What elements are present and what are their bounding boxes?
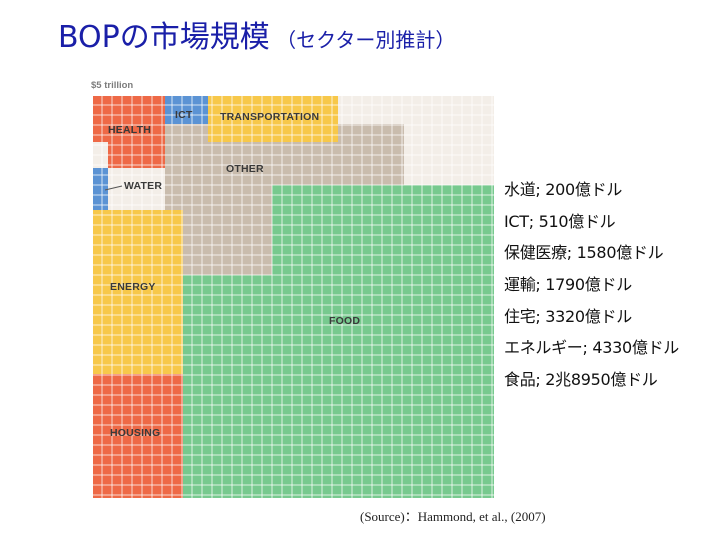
title-main: BOPの市場規模 [58, 20, 270, 55]
legend-item-energy: エネルギー; 4330億ドル [504, 338, 679, 358]
label-other: OTHER [226, 163, 264, 175]
source-note: (Source)：Hammond, et al., (2007) [360, 509, 546, 524]
label-housing: HOUSING [110, 427, 160, 439]
legend-item-water: 水道; 200億ドル [504, 180, 623, 199]
tile-water [93, 168, 108, 210]
label-health: HEALTH [108, 124, 151, 136]
grid-lines [93, 96, 494, 498]
title-sub: （セクター別推計） [269, 28, 456, 52]
label-ict: ICT [175, 109, 193, 121]
legend-item-health: 保健医療; 1580億ドル [504, 243, 664, 263]
tile-energy [93, 210, 183, 374]
tile-health [93, 96, 165, 168]
label-energy: ENERGY [110, 281, 156, 293]
legend: 水道; 200億ドル ICT; 510億ドル 保健医療; 1580億ドル 運輸;… [504, 176, 679, 398]
tile-food [183, 185, 494, 498]
label-water: WATER [124, 180, 162, 192]
label-food: FOOD [329, 315, 360, 327]
tile-ict [165, 96, 208, 124]
total-label: $5 trillion [91, 80, 133, 91]
water-pointer-line [104, 185, 123, 191]
tile-transportation [208, 96, 338, 142]
legend-item-ict: ICT; 510億ドル [504, 211, 616, 231]
label-transportation: TRANSPORTATION [220, 111, 319, 123]
legend-item-food: 食品; 2兆8950億ドル [504, 370, 658, 390]
slide-title: BOPの市場規模 （セクター別推計） [58, 18, 455, 60]
legend-item-transportation: 運輸; 1790億ドル [504, 275, 632, 295]
legend-item-housing: 住宅; 3320億ドル [504, 306, 632, 326]
